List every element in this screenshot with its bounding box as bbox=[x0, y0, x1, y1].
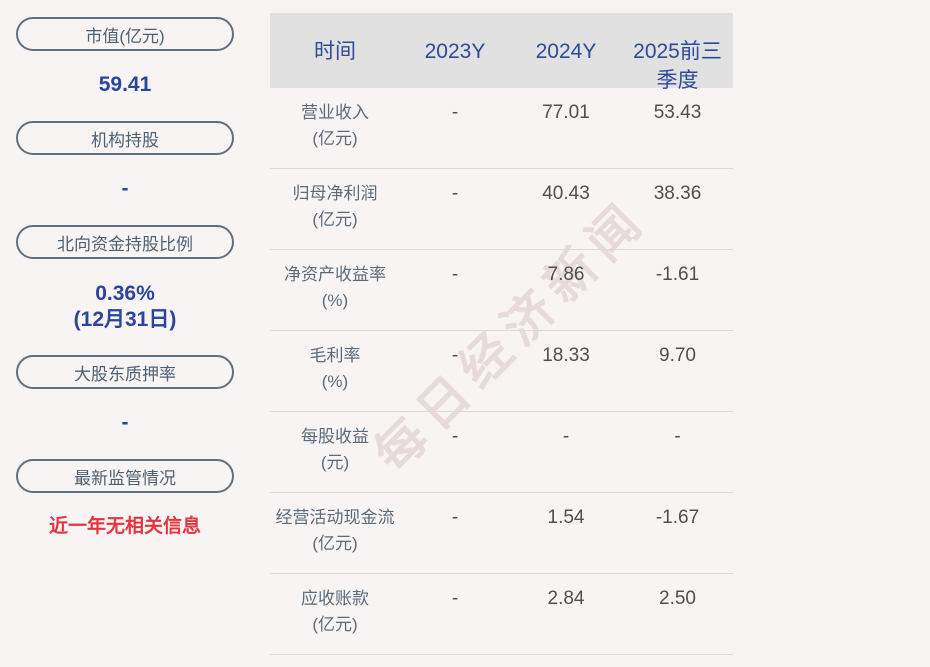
cell-2025: -1.67 bbox=[655, 507, 700, 528]
row-name: 应收账款 bbox=[301, 589, 369, 608]
cell-2023: - bbox=[451, 183, 459, 204]
cell-2023: - bbox=[451, 588, 459, 609]
cell-2025: 53.43 bbox=[653, 102, 702, 123]
latest-regulation-pill[interactable]: 最新监管情况 bbox=[16, 459, 234, 493]
table-row-accounts-receivable: 应收账款 (亿元) - 2.84 2.50 bbox=[270, 574, 733, 655]
cell-2024: 18.33 bbox=[542, 345, 590, 366]
table-row-eps: 每股收益 (元) - - - bbox=[270, 412, 733, 493]
northbound-ratio-date: (12月31日) bbox=[73, 308, 177, 331]
cell-2023: - bbox=[451, 426, 459, 447]
institution-holding-pill[interactable]: 机构持股 bbox=[16, 121, 234, 155]
cell-2025: 9.70 bbox=[659, 345, 696, 366]
row-unit: (元) bbox=[320, 453, 350, 472]
row-name: 每股收益 bbox=[301, 427, 369, 446]
table-row-roe: 净资产收益率 (%) - 7.86 -1.61 bbox=[270, 250, 733, 331]
cell-2023: - bbox=[451, 264, 459, 285]
row-name: 营业收入 bbox=[301, 103, 369, 122]
financial-table-header: 时间 2023Y 2024Y 2025前三季度 bbox=[270, 13, 733, 92]
table-row-net-profit: 归母净利润 (亿元) - 40.43 38.36 bbox=[270, 169, 733, 250]
cell-2025: -1.61 bbox=[655, 264, 700, 285]
cell-2025: - bbox=[674, 426, 681, 447]
sidebar-item-latest-regulation: 最新监管情况 bbox=[16, 459, 234, 493]
row-unit: (%) bbox=[321, 291, 349, 310]
row-unit: (%) bbox=[321, 372, 349, 391]
cell-2024: 2.84 bbox=[547, 588, 585, 609]
sidebar-item-market-cap: 市值(亿元) bbox=[16, 17, 234, 51]
cell-2025: 2.50 bbox=[659, 588, 696, 609]
major-shareholder-pledge-pill[interactable]: 大股东质押率 bbox=[16, 355, 234, 389]
table-row-gross-margin: 毛利率 (%) - 18.33 9.70 bbox=[270, 331, 733, 412]
northbound-ratio-percent: 0.36% bbox=[95, 282, 155, 305]
row-name: 归母净利润 bbox=[292, 184, 378, 203]
financial-table: 时间 2023Y 2024Y 2025前三季度 营业收入 (亿元) - 77.0… bbox=[270, 13, 733, 655]
row-unit: (亿元) bbox=[312, 534, 358, 553]
sidebar-item-institution-holding: 机构持股 bbox=[16, 121, 234, 155]
cell-2023: - bbox=[451, 345, 459, 366]
col-header-2024: 2024Y bbox=[535, 40, 597, 63]
cell-2024: - bbox=[562, 426, 570, 447]
institution-holding-value: - bbox=[121, 177, 129, 200]
row-unit: (亿元) bbox=[312, 615, 358, 634]
cell-2024: 1.54 bbox=[547, 507, 585, 528]
northbound-ratio-pill[interactable]: 北向资金持股比例 bbox=[16, 225, 234, 259]
cell-2025: 38.36 bbox=[653, 183, 702, 204]
row-name: 经营活动现金流 bbox=[275, 508, 395, 527]
cell-2024: 40.43 bbox=[542, 183, 590, 204]
northbound-ratio-value: 0.36% (12月31日) bbox=[16, 281, 234, 333]
cell-2023: - bbox=[451, 507, 459, 528]
col-header-2025q3: 2025前三季度 bbox=[633, 40, 722, 92]
row-name: 毛利率 bbox=[309, 346, 361, 365]
row-name: 净资产收益率 bbox=[284, 265, 386, 284]
row-unit: (亿元) bbox=[312, 129, 358, 148]
market-cap-pill[interactable]: 市值(亿元) bbox=[16, 17, 234, 51]
col-header-time: 时间 bbox=[314, 40, 356, 63]
cell-2023: - bbox=[451, 102, 459, 123]
cell-2024: 77.01 bbox=[542, 102, 590, 123]
sidebar-item-major-shareholder-pledge: 大股东质押率 bbox=[16, 355, 234, 389]
latest-regulation-value: 近一年无相关信息 bbox=[48, 516, 201, 537]
market-cap-value: 59.41 bbox=[98, 73, 152, 96]
table-row-revenue: 营业收入 (亿元) - 77.01 53.43 bbox=[270, 88, 733, 169]
cell-2024: 7.86 bbox=[547, 264, 585, 285]
table-row-operating-cashflow: 经营活动现金流 (亿元) - 1.54 -1.67 bbox=[270, 493, 733, 574]
col-header-2023: 2023Y bbox=[424, 40, 486, 63]
major-shareholder-pledge-value: - bbox=[121, 411, 129, 434]
sidebar-item-northbound-ratio: 北向资金持股比例 bbox=[16, 225, 234, 259]
row-unit: (亿元) bbox=[312, 210, 358, 229]
